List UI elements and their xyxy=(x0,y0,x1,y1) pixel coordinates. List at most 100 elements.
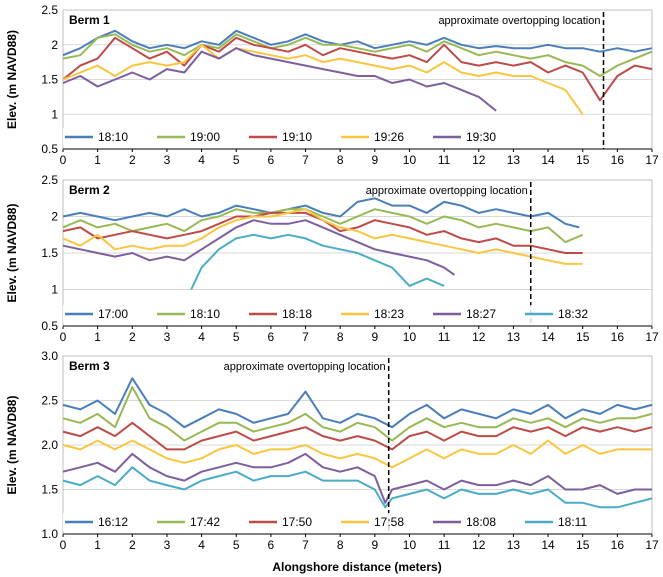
y-tick-label: 1.5 xyxy=(41,483,58,497)
y-tick-label: 3.0 xyxy=(41,349,58,363)
y-tick-label: 2.0 xyxy=(41,438,58,452)
x-tick-label: 14 xyxy=(541,153,555,167)
legend-entry: 18:11 xyxy=(558,515,587,529)
chart-panel-1: 0.511.522.50 1 2 3 4 5 6 7 8 9 10 11 12 13 14 15 16 17Ele… xyxy=(5,3,659,167)
legend-entry: 16:12 xyxy=(98,515,128,529)
y-tick-label: 1.0 xyxy=(41,527,58,541)
x-tick-label: 6 xyxy=(268,153,275,167)
y-tick-label: 2.5 xyxy=(41,173,58,187)
x-tick-label: 5 xyxy=(233,153,240,167)
overtopping-annotation: approximate overtopping location xyxy=(366,185,528,197)
y-tick-label: 1 xyxy=(51,283,58,297)
y-tick-label: 2.5 xyxy=(41,3,58,17)
x-tick-label: 3 xyxy=(164,538,171,552)
x-tick-label: 14 xyxy=(541,330,555,344)
x-tick-label: 8 xyxy=(337,538,344,552)
x-tick-label: 8 xyxy=(337,330,344,344)
x-tick-label: 14 xyxy=(541,538,555,552)
panel-label: Berm 1 xyxy=(69,13,110,27)
x-tick-label: 15 xyxy=(576,330,590,344)
x-tick-label: 16 xyxy=(611,153,625,167)
series-line-1742 xyxy=(62,386,653,442)
y-tick-label: 1.5 xyxy=(41,246,58,260)
x-tick-label: 5 xyxy=(233,330,240,344)
legend-entry: 17:42 xyxy=(190,515,220,529)
x-tick-label: 12 xyxy=(472,538,486,552)
series-line-1750 xyxy=(62,421,653,451)
x-tick-label: 17 xyxy=(645,153,659,167)
legend-entry: 18:10 xyxy=(98,130,128,144)
legend-entry: 19:00 xyxy=(190,130,220,144)
x-tick-label: 5 xyxy=(233,538,240,552)
x-tick-label: 16 xyxy=(611,330,625,344)
x-tick-label: 13 xyxy=(507,538,521,552)
legend-entry: 18:32 xyxy=(558,307,588,321)
series-line-1612 xyxy=(62,377,653,429)
x-tick-label: 4 xyxy=(198,153,205,167)
series-line-1811 xyxy=(62,466,653,509)
series-line-1930 xyxy=(62,47,497,112)
x-tick-label: 2 xyxy=(129,538,136,552)
overtopping-annotation: approximate overtopping location xyxy=(224,361,386,373)
series-line-1810 xyxy=(62,208,584,244)
y-tick-label: 2 xyxy=(51,210,58,224)
x-tick-label: 6 xyxy=(268,538,275,552)
x-tick-label: 10 xyxy=(403,153,417,167)
panels: 0.511.522.50 1 2 3 4 5 6 7 8 9 10 11 12 13 14 15 16 17Ele… xyxy=(5,3,659,552)
chart-panel-2: 0.511.522.50 1 2 3 4 5 6 7 8 9 10 11 12 13 14 15 16 17Ele… xyxy=(5,173,659,344)
series-line-1900 xyxy=(62,33,653,77)
x-tick-label: 11 xyxy=(438,153,451,167)
x-tick-label: 2 xyxy=(129,153,136,167)
x-tick-label: 9 xyxy=(371,153,378,167)
y-axis-label: Elev. (m NAVD88) xyxy=(5,204,19,303)
legend-entry: 18:10 xyxy=(190,307,220,321)
legend-entry: 19:26 xyxy=(374,130,404,144)
legend-background xyxy=(63,128,523,146)
x-tick-label: 3 xyxy=(164,330,171,344)
legend-entry: 17:00 xyxy=(98,307,128,321)
x-tick-label: 4 xyxy=(198,538,205,552)
legend: 18:10 19:00 19:10 19:26 19:30 xyxy=(63,128,523,146)
x-tick-label: 17 xyxy=(645,330,659,344)
series-line-1926 xyxy=(62,43,584,115)
legend-entry: 18:23 xyxy=(374,307,404,321)
x-tick-label: 6 xyxy=(268,330,275,344)
panel-label: Berm 3 xyxy=(69,359,110,373)
x-tick-label: 2 xyxy=(129,330,136,344)
series-line-1910 xyxy=(62,36,653,102)
x-tick-label: 10 xyxy=(403,538,417,552)
x-tick-label: 17 xyxy=(645,538,659,552)
legend-entry: 17:50 xyxy=(282,515,312,529)
figure-x-axis-label: Alongshore distance (meters) xyxy=(272,560,441,574)
x-tick-label: 1 xyxy=(94,153,101,167)
y-tick-label: 0.5 xyxy=(41,319,58,333)
x-tick-label: 12 xyxy=(472,330,486,344)
x-tick-label: 11 xyxy=(438,330,451,344)
x-tick-label: 10 xyxy=(403,330,417,344)
y-axis-label: Elev. (m NAVD88) xyxy=(5,30,19,129)
series-line-1700 xyxy=(62,197,580,229)
y-tick-label: 2.5 xyxy=(41,394,58,408)
y-tick-label: 1 xyxy=(51,107,58,121)
y-tick-label: 0.5 xyxy=(41,142,58,156)
panel-label: Berm 2 xyxy=(69,183,110,197)
x-tick-label: 7 xyxy=(302,153,309,167)
x-tick-label: 0 xyxy=(60,538,67,552)
x-tick-label: 12 xyxy=(472,153,486,167)
series-line-1832 xyxy=(190,233,445,290)
series-line-1758 xyxy=(62,439,652,469)
legend-entry: 19:30 xyxy=(466,130,496,144)
x-tick-label: 7 xyxy=(302,330,309,344)
x-tick-label: 1 xyxy=(94,538,101,552)
series-line-1810 xyxy=(62,29,653,57)
legend-background xyxy=(63,513,615,531)
x-tick-label: 4 xyxy=(198,330,205,344)
legend-entry: 19:10 xyxy=(282,130,312,144)
y-tick-label: 2 xyxy=(51,38,58,52)
x-tick-label: 15 xyxy=(576,153,590,167)
legend-entry: 18:27 xyxy=(466,307,496,321)
y-tick-label: 1.5 xyxy=(41,73,58,87)
legend-entry: 17:58 xyxy=(374,515,404,529)
x-tick-label: 16 xyxy=(611,538,625,552)
